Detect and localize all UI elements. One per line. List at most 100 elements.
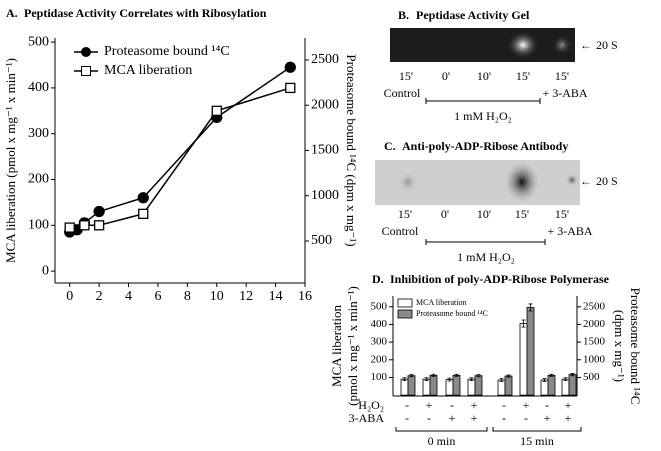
inhibitor-label: + 3-ABA [547,224,592,238]
marker [65,223,74,232]
bar [505,376,512,395]
lane-label: 15' [399,69,413,83]
y-tick-label: 400 [28,80,49,95]
y-axis-label: (pmol x mg⁻¹ x min⁻¹) [345,286,360,406]
y-tick-label: 400 [371,318,388,330]
x-tick-label: 6 [154,289,161,304]
treatment-sign: + [565,398,572,412]
legend-swatch [398,310,412,318]
marker [285,62,295,72]
x-tick-label: 14 [269,289,283,304]
y-tick-label: 500 [28,34,49,49]
legend-marker [82,67,91,76]
band [399,173,417,191]
treatment-sign: + [426,398,433,412]
panel-label: A. [6,6,18,20]
lane-label: 0' [442,69,450,83]
gel-image [390,28,575,62]
bar [569,375,576,395]
marker [94,207,104,217]
legend-marker [81,47,91,57]
chart-title: Peptidase Activity Correlates with Ribos… [24,6,267,20]
treatment-label: 1 mM H₂O₂ [454,109,512,123]
bar [468,379,475,395]
control-label: Control [384,86,421,100]
treatment-sign: + [471,398,478,412]
legend-label: MCA liberation [416,298,466,307]
bar [401,379,408,395]
lane-label: 15' [398,207,412,221]
y-tick-label: 500 [371,300,388,312]
marker [80,221,89,230]
panel-label: B. [398,8,409,22]
x-tick-label: 2 [96,289,103,304]
marker [212,106,221,115]
treatment-sign: + [471,411,478,425]
lane-label: 15' [555,207,569,221]
band-label: 20 S [596,174,618,188]
legend-label: Proteasome bound ¹⁴C [416,309,488,318]
treatment-label: H₂O₂ [358,398,384,412]
y2-tick-label: 2500 [583,300,606,312]
gel-title: Peptidase Activity Gel [416,8,530,22]
bar [541,380,548,395]
y-tick-label: 200 [371,353,388,365]
y2-tick-label: 500 [311,233,332,248]
inhibitor-label: + 3-ABA [542,86,587,100]
y2-axis-label: (dpm x mg⁻¹) [612,310,627,382]
panel-label: D. [372,272,384,286]
treatment-sign: + [544,411,551,425]
x-tick-label: 8 [184,289,191,304]
y2-tick-label: 2000 [583,318,606,330]
legend-label: MCA liberation [104,63,192,78]
bar [423,379,430,395]
treatment-sign: - [405,398,409,412]
y2-tick-label: 1500 [311,143,339,158]
treatment-sign: - [502,411,506,425]
y2-tick-label: 1500 [583,336,606,348]
bar [498,380,505,395]
lane-label: 15' [515,207,529,221]
y2-tick-label: 500 [583,371,600,383]
treatment-sign: - [405,411,409,425]
y2-tick-label: 1000 [311,188,339,203]
lane-label: 15' [516,69,530,83]
treatment-label: 3-ABA [349,411,385,425]
bar [475,376,482,395]
treatment-sign: - [450,398,454,412]
lane-label: 0' [441,207,449,221]
bar [430,375,437,395]
x-tick-label: 16 [298,289,312,304]
band [552,35,572,55]
treatment-sign: + [565,411,572,425]
control-label: Control [382,224,419,238]
lane-label: 15' [555,69,569,83]
gel-c: C. Anti-poly-ADP-Ribose Antibody ← 20 S … [375,139,618,264]
lane-label: 10' [477,207,491,221]
x-tick-label: 0 [66,289,73,304]
bar [527,307,534,395]
treatment-label: 1 mM H₂O₂ [457,250,515,264]
y-tick-label: 100 [371,371,388,383]
bar [520,324,527,396]
treatment-sign: + [523,398,530,412]
bar [408,376,415,395]
band [566,174,578,186]
marker [286,83,295,92]
x-tick-label: 10 [210,289,224,304]
chart-title: Inhibition of poly-ADP-Ribose Polymerase [390,272,610,286]
gel-b: B. Peptidase Activity Gel ← 20 S 15' 0' … [384,8,618,123]
treatment-sign: - [427,411,431,425]
band-label: 20 S [596,38,618,52]
y2-tick-label: 2500 [311,52,339,67]
x-tick-label: 4 [125,289,132,304]
bar [453,375,460,395]
band [505,162,539,202]
y-tick-label: 300 [28,126,49,141]
band [507,31,539,59]
treatment-sign: + [449,411,456,425]
band-arrow: ← [580,174,592,188]
y-tick-label: 300 [371,336,388,348]
bar [548,375,555,395]
y2-axis-label: Proteasome bound ¹⁴C (dpm x mg⁻¹) [344,54,359,246]
